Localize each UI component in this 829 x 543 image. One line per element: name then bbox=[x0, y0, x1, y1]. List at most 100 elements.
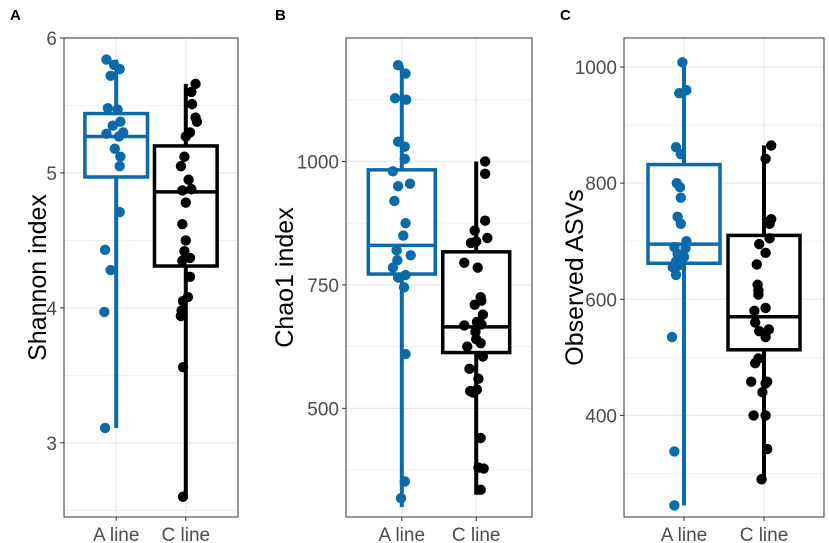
y-axis-label: Observed ASVs bbox=[561, 189, 589, 365]
data-point bbox=[387, 166, 399, 177]
data-point bbox=[392, 59, 404, 71]
data-point bbox=[392, 272, 404, 283]
data-point bbox=[186, 86, 197, 98]
data-point bbox=[675, 218, 686, 229]
data-point bbox=[473, 373, 484, 384]
y-tick-label: 5 bbox=[46, 164, 57, 185]
data-point bbox=[398, 282, 410, 293]
data-point bbox=[180, 197, 191, 208]
data-point bbox=[760, 247, 771, 259]
data-point bbox=[401, 94, 412, 105]
data-point bbox=[405, 250, 416, 261]
data-point bbox=[472, 262, 483, 273]
data-point bbox=[387, 262, 399, 273]
data-point bbox=[105, 264, 116, 276]
data-point bbox=[389, 195, 400, 207]
data-point bbox=[760, 378, 771, 389]
data-point bbox=[750, 357, 761, 369]
plot-frame bbox=[345, 37, 533, 518]
data-point bbox=[468, 387, 479, 398]
data-point bbox=[677, 57, 688, 68]
data-point bbox=[109, 143, 121, 154]
data-point bbox=[746, 376, 757, 387]
data-point bbox=[674, 182, 686, 193]
data-point bbox=[404, 178, 416, 189]
data-point bbox=[469, 299, 480, 310]
y-tick-label: 500 bbox=[307, 399, 339, 420]
data-point bbox=[760, 410, 771, 421]
data-point bbox=[477, 351, 489, 362]
data-point bbox=[680, 242, 691, 254]
data-point bbox=[464, 363, 475, 375]
data-point bbox=[400, 217, 411, 229]
data-point bbox=[459, 257, 470, 268]
data-point bbox=[99, 422, 111, 434]
data-point bbox=[105, 70, 116, 81]
data-point bbox=[114, 63, 125, 75]
data-point bbox=[175, 160, 187, 172]
data-point bbox=[459, 320, 470, 331]
data-point bbox=[400, 348, 411, 360]
data-point bbox=[760, 302, 771, 314]
data-point bbox=[175, 310, 187, 322]
data-point bbox=[475, 337, 486, 349]
data-point bbox=[670, 269, 682, 281]
y-tick-label: 750 bbox=[307, 276, 339, 297]
data-point bbox=[190, 78, 201, 90]
data-point bbox=[391, 245, 402, 256]
panel-a: 3 4 5 6 A line C line Shannon index A bbox=[10, 7, 239, 543]
data-point bbox=[476, 319, 487, 330]
data-point bbox=[115, 116, 126, 127]
data-point bbox=[114, 160, 125, 172]
data-point bbox=[180, 235, 191, 246]
data-point bbox=[400, 68, 411, 79]
data-point bbox=[107, 120, 118, 131]
data-point bbox=[114, 206, 125, 218]
x-tick-label: A line bbox=[93, 525, 139, 543]
panel-b: 500 750 1000 A line C line Chao1 index B bbox=[271, 7, 533, 543]
data-point bbox=[186, 183, 197, 195]
data-point bbox=[99, 306, 110, 318]
panel-c: 400 600 800 1000 A line C line Observed ASVs C bbox=[560, 7, 825, 543]
data-point bbox=[398, 230, 409, 241]
x-tick-label: A line bbox=[661, 525, 707, 543]
data-point bbox=[669, 500, 680, 511]
data-point bbox=[749, 305, 760, 317]
y-tick-label: 400 bbox=[585, 406, 617, 427]
data-point bbox=[389, 93, 401, 104]
data-point bbox=[751, 259, 762, 270]
data-point bbox=[399, 153, 410, 165]
data-point bbox=[760, 153, 771, 164]
data-point bbox=[757, 386, 768, 398]
data-point bbox=[399, 141, 410, 152]
data-point bbox=[177, 219, 188, 230]
data-point bbox=[395, 493, 407, 504]
plot-frame bbox=[623, 37, 825, 518]
data-point bbox=[399, 476, 410, 487]
panel-letter: C bbox=[560, 7, 571, 24]
panel-letter: B bbox=[275, 7, 286, 24]
data-point bbox=[766, 140, 777, 151]
panel-letter: A bbox=[10, 7, 21, 24]
data-point bbox=[101, 54, 112, 65]
data-point bbox=[469, 225, 480, 236]
data-point bbox=[756, 474, 767, 485]
y-tick-label: 4 bbox=[46, 299, 57, 320]
y-axis-label: Chao1 index bbox=[271, 207, 299, 348]
data-point bbox=[479, 168, 491, 179]
y-tick-label: 800 bbox=[585, 174, 617, 195]
data-point bbox=[392, 180, 404, 192]
x-tick-label: C line bbox=[162, 525, 211, 543]
x-tick-label: C line bbox=[740, 525, 789, 543]
plot-frame bbox=[63, 37, 239, 518]
data-point bbox=[666, 331, 678, 343]
data-point bbox=[177, 491, 189, 502]
data-point bbox=[477, 309, 489, 320]
data-point bbox=[99, 244, 111, 256]
data-point bbox=[764, 218, 775, 229]
data-point bbox=[748, 410, 759, 421]
data-point bbox=[475, 432, 486, 444]
data-point bbox=[177, 255, 188, 266]
data-point bbox=[675, 148, 686, 160]
